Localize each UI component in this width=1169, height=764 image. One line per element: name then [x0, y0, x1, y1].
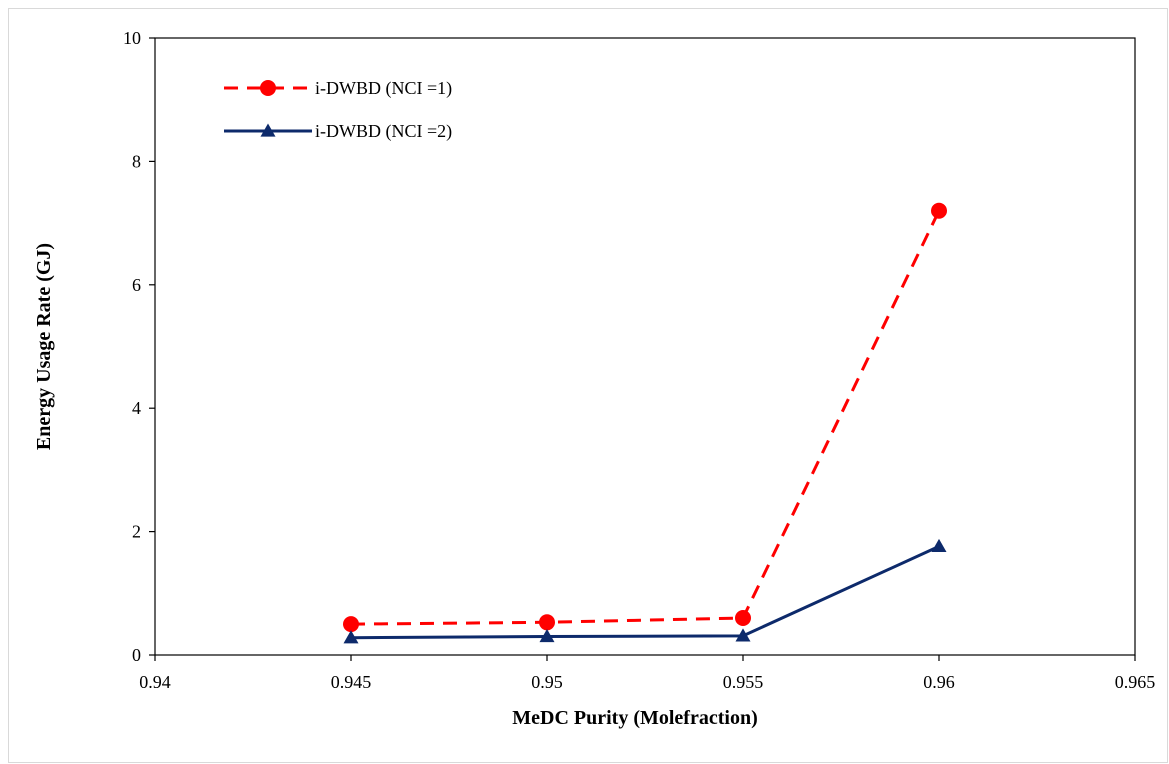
- data-point: [931, 538, 947, 553]
- x-tick-label: 0.955: [723, 672, 764, 692]
- series: [343, 202, 947, 633]
- y-tick-label: 2: [132, 522, 141, 542]
- y-axis-title: Energy Usage Rate (GJ): [33, 243, 55, 450]
- data-point: [260, 80, 276, 96]
- data-point: [343, 616, 359, 633]
- legend-label: i-DWBD (NCI =2): [315, 121, 452, 142]
- series-layer: [343, 202, 947, 644]
- data-point: [735, 628, 751, 642]
- y-tick-label: 8: [132, 151, 141, 171]
- data-point: [260, 123, 276, 137]
- series: [343, 538, 947, 644]
- y-tick-label: 10: [123, 28, 141, 48]
- legend: i-DWBD (NCI =1) i-DWBD (NCI =2): [224, 78, 452, 142]
- legend-label: i-DWBD (NCI =1): [315, 78, 452, 99]
- series-line: [350, 545, 940, 640]
- y-tick-label: 4: [132, 398, 141, 418]
- x-tick-label: 0.965: [1115, 672, 1156, 692]
- data-point: [931, 202, 947, 219]
- x-tick-label: 0.945: [331, 672, 372, 692]
- legend-item: i-DWBD (NCI =2): [224, 121, 452, 142]
- x-tick-label: 0.96: [923, 672, 955, 692]
- axes: [149, 37, 1136, 661]
- data-point: [735, 609, 751, 626]
- data-point: [539, 628, 555, 643]
- tick-labels: 0.94 0.945 0.95 0.955 0.96 0.965 0 2 4 6 8 10: [123, 28, 1155, 692]
- series-line: [350, 210, 941, 626]
- data-point: [539, 614, 555, 631]
- y-tick-label: 6: [132, 275, 141, 295]
- chart-frame: [8, 8, 1168, 763]
- y-tick-label: 0: [132, 645, 141, 665]
- legend-item: i-DWBD (NCI =1): [224, 78, 452, 99]
- data-point: [343, 630, 359, 644]
- x-tick-label: 0.94: [139, 672, 171, 692]
- x-axis-title: MeDC Purity (Molefraction): [512, 707, 757, 729]
- plot-area-border: [154, 37, 1136, 656]
- x-tick-label: 0.95: [531, 672, 563, 692]
